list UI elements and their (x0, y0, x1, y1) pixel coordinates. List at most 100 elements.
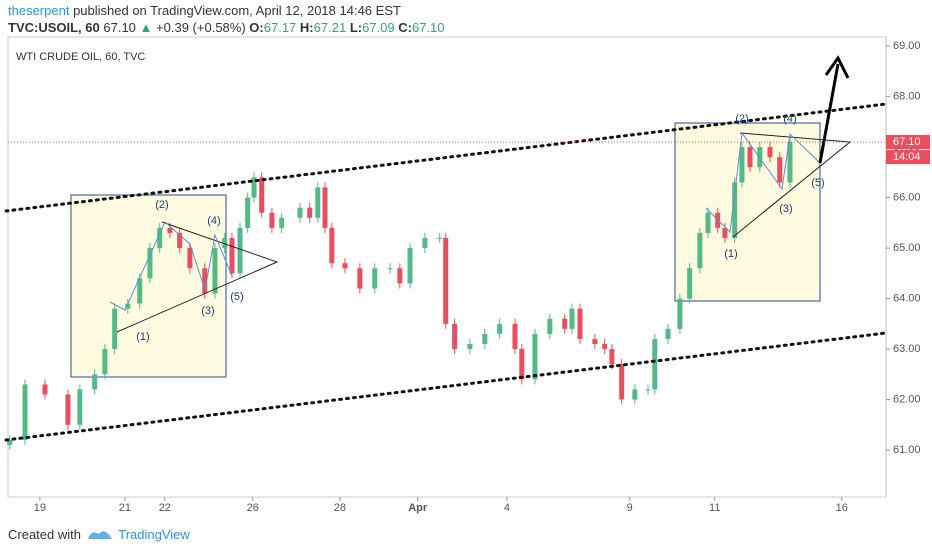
last-price-tag (886, 135, 930, 150)
y-tick-label: 64.00 (893, 292, 921, 304)
candle-body (342, 263, 348, 269)
candle-body (125, 303, 131, 309)
y-tick-label: 68.00 (893, 90, 921, 102)
wave-label: (1) (724, 248, 737, 260)
candle-body (329, 227, 335, 264)
candle-body (547, 318, 553, 334)
candle-body (722, 227, 728, 238)
brand[interactable]: TradingView (118, 527, 190, 542)
y-tick-label: 69.00 (893, 40, 921, 52)
candle-body (212, 248, 218, 294)
l: 67.09 (362, 20, 395, 35)
x-tick-label: 4 (504, 502, 510, 514)
candle-body (687, 268, 693, 299)
x-tick-label: 21 (119, 502, 131, 514)
wave-label: (2) (735, 113, 748, 125)
y-tick-label: 62.00 (893, 393, 921, 405)
candle-body (697, 232, 703, 269)
pattern-box (70, 194, 227, 378)
x-tick-label: 16 (836, 502, 848, 514)
candle-body (632, 389, 638, 400)
pattern-box (674, 122, 821, 302)
y-tick-label: 63.00 (893, 343, 921, 355)
candle-body (259, 177, 265, 213)
wave-label: (3) (201, 305, 214, 317)
candle-body (279, 217, 285, 228)
wave-label: (1) (136, 331, 149, 343)
created: Created with (8, 527, 81, 542)
arrow (818, 63, 840, 164)
last: 67.10 (103, 20, 136, 35)
logo (87, 531, 112, 539)
candle-body (609, 349, 615, 365)
candle-body (532, 333, 538, 380)
candle-body (322, 187, 328, 228)
x-tick-label: 9 (627, 502, 633, 514)
o: 67.17 (263, 20, 297, 35)
x-tick-label: Apr (408, 502, 428, 514)
wave-label: (5) (811, 177, 824, 189)
candle-body (645, 389, 651, 391)
candle-body (787, 142, 793, 183)
candle-body (577, 308, 583, 339)
candle-body (102, 349, 108, 375)
candle-body (229, 237, 235, 274)
author[interactable]: theserpent (8, 3, 70, 18)
candle-body (619, 364, 625, 400)
wave-label: (2) (155, 199, 168, 211)
change: +0.39 (+0.58%) (156, 20, 246, 35)
triangle (116, 221, 279, 333)
candle-body (497, 323, 503, 334)
candle-body (512, 323, 518, 350)
candle-body (467, 344, 473, 350)
candle-body (157, 227, 163, 249)
footer: Created with TradingView (8, 525, 190, 542)
symbol: TVC:USOIL, 60 (8, 20, 100, 35)
candle-body (452, 323, 458, 350)
wave-label: (4) (783, 113, 796, 125)
candle-body (137, 278, 143, 304)
candle-body (202, 268, 208, 294)
h-label: H: (299, 20, 314, 35)
candle-body (519, 349, 525, 380)
candle-body (92, 374, 98, 390)
channel-upper (4, 102, 888, 213)
x-tick-label: 11 (709, 502, 720, 514)
candle-body (167, 227, 173, 233)
wave-label: (5) (230, 291, 243, 303)
candle-body (22, 384, 28, 440)
candle-body (652, 338, 658, 390)
candle-body (222, 237, 228, 249)
candle-body (437, 237, 443, 239)
candle-body (315, 187, 321, 218)
triangle (732, 132, 852, 238)
candle-body (147, 248, 153, 279)
header: theserpent published on TradingView.com,… (8, 2, 445, 36)
countdown-label: 14:04 (893, 151, 921, 163)
candle-body (245, 197, 251, 228)
candle-body (372, 268, 378, 289)
candle-body (65, 394, 71, 425)
x-tick-label: 19 (34, 502, 46, 514)
candle-body (297, 207, 303, 218)
wave-label: (4) (207, 215, 220, 227)
published: published on TradingView.com, April 12, … (73, 3, 401, 18)
candle-body (767, 147, 773, 158)
candle-body (677, 298, 683, 329)
up-arrow: ▲ (139, 20, 153, 35)
candle-body (387, 268, 393, 270)
wave-path (705, 131, 821, 234)
candle-body (7, 439, 13, 445)
candle-body (562, 318, 568, 329)
h: 67.21 (313, 20, 347, 35)
candle-body (422, 237, 428, 249)
y-tick-label: 65.00 (893, 242, 921, 254)
candle-body (732, 182, 738, 238)
candle-body (307, 207, 313, 218)
c-label: C: (398, 20, 412, 35)
candle-body (443, 237, 449, 324)
candle-body (747, 147, 753, 168)
candle-body (602, 344, 608, 350)
x-tick-label: 26 (247, 502, 259, 514)
